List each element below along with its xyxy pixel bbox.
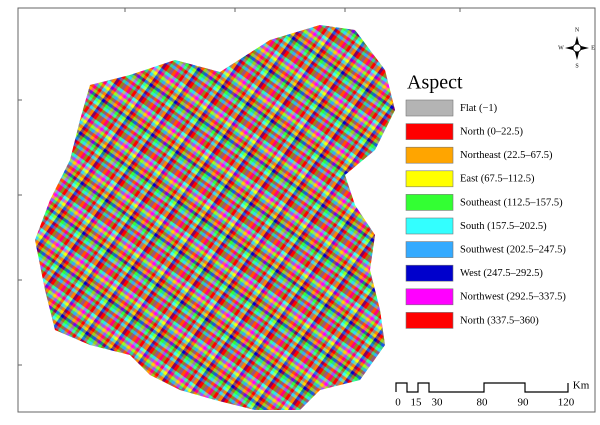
- legend-swatch: [405, 217, 454, 235]
- legend-swatch: [405, 170, 454, 188]
- legend-swatch: [405, 99, 454, 117]
- legend-swatch: [405, 194, 454, 211]
- compass-w: W: [558, 45, 564, 51]
- legend-label: North (337.5–360): [460, 315, 539, 326]
- scale-label: 90: [518, 397, 530, 409]
- legend-label: West (247.5–292.5): [460, 268, 543, 279]
- compass-e: E: [591, 45, 595, 51]
- legend-label: Northeast (22.5–67.5): [460, 150, 553, 161]
- legend-label: Southeast (112.5–157.5): [460, 197, 563, 208]
- legend-swatch: [405, 312, 454, 329]
- legend-title: Aspect: [407, 72, 463, 94]
- raster-texture: [35, 25, 395, 410]
- scale-label: 120: [558, 397, 575, 409]
- legend: Aspect Flat (−1) North (0–22.5) Northeast …: [405, 72, 566, 329]
- legend-swatch: [405, 264, 454, 282]
- scale-label: 0: [395, 397, 401, 409]
- scale-bar: Km 0 15 30 80 90 120: [395, 380, 589, 409]
- legend-label: North (0–22.5): [460, 127, 523, 138]
- legend-swatch: [405, 241, 454, 258]
- legend-label: Northwest (292.5–337.5): [460, 292, 566, 303]
- map-frame: [17, 7, 596, 413]
- scale-label: 80: [477, 397, 489, 409]
- compass-s: S: [575, 63, 578, 69]
- compass-center: [572, 43, 582, 53]
- legend-label: Flat (−1): [460, 103, 498, 114]
- compass-n: N: [575, 27, 580, 33]
- scale-unit: Km: [573, 380, 590, 392]
- legend-swatch: [405, 146, 454, 164]
- scale-label: 15: [411, 397, 423, 409]
- legend-label: South (157.5–202.5): [460, 221, 547, 232]
- legend-swatch: [405, 123, 454, 140]
- legend-swatch: [405, 288, 454, 306]
- compass: N E S W: [558, 27, 595, 69]
- scale-line: [395, 382, 569, 393]
- scale-label: 30: [432, 397, 444, 409]
- aspect-raster: [35, 25, 395, 410]
- legend-label: East (67.5–112.5): [460, 174, 535, 185]
- legend-label: Southwest (202.5–247.5): [460, 245, 566, 256]
